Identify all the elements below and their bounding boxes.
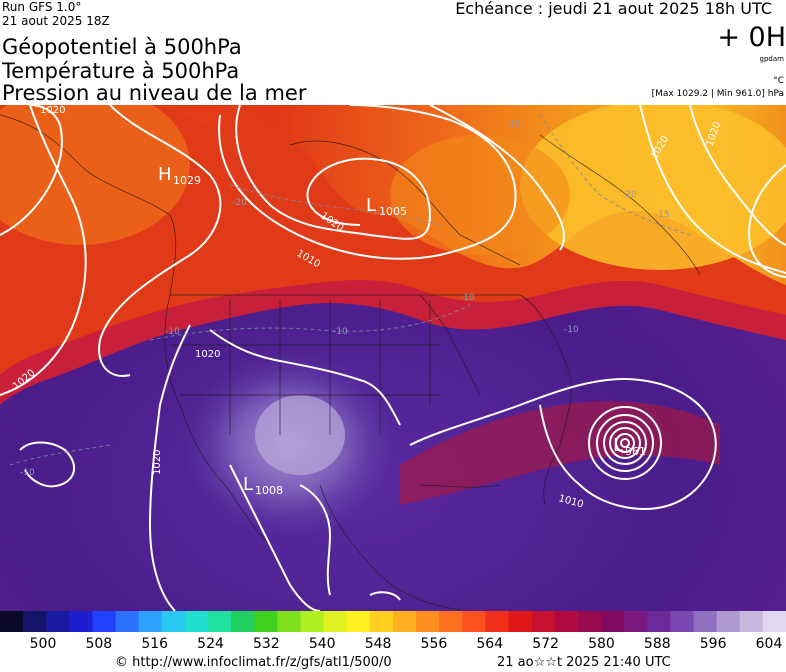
pressure-center-type: H [158, 164, 172, 185]
colorbar-swatch [439, 611, 463, 632]
colorbar-tick-label: 596 [699, 636, 727, 652]
temperature-label: -10 [20, 468, 35, 478]
colorbar-tick-label: 508 [85, 636, 113, 652]
colorbar-tick-label: 564 [476, 636, 504, 652]
colorbar-swatch [300, 611, 325, 632]
colorbar-swatch [161, 611, 186, 632]
colorbar-swatch [462, 611, 487, 632]
colorbar-swatch [577, 611, 602, 632]
colorbar-swatch [393, 611, 417, 632]
colorbar-swatch [277, 611, 302, 632]
colorbar-swatch [554, 611, 579, 632]
colorbar-tick-label: 548 [364, 636, 392, 652]
colorbar-swatch [508, 611, 533, 632]
map-title-geopotential: Géopotentiel à 500hPa [2, 35, 242, 59]
colorbar-swatch [762, 611, 786, 632]
low-center-961: L 961 [613, 435, 646, 458]
colorbar-tick-label: 532 [253, 636, 280, 652]
colorbar-swatch [92, 611, 117, 632]
colorbar-swatch [531, 611, 556, 632]
colorbar-swatch [624, 611, 648, 632]
ridge-yellow-east [520, 105, 786, 270]
colorbar-swatch [184, 611, 209, 632]
pressure-center-type: L [243, 474, 253, 495]
colorbar-swatch [670, 611, 695, 632]
colorbar-swatch [647, 611, 672, 632]
isotherms [9, 114, 691, 466]
temperature-labels: -10 -10 -10 -15 -20 -20 -10 -10 -15 [20, 120, 670, 478]
colorbar-swatch [0, 611, 24, 632]
colorbar-swatch [115, 611, 140, 632]
colorbar-tick-label: 540 [308, 636, 336, 652]
colorbar-swatch [323, 611, 348, 632]
run-date: 21 aout 2025 18Z [2, 14, 110, 28]
colorbar-swatch [346, 611, 371, 632]
colorbar-swatch [485, 611, 510, 632]
weather-map: H 1029 L 1005 L 1008 L 961 1020 1010 102… [0, 105, 786, 611]
isobar-label: 1020 [152, 450, 163, 475]
pressure-center-value: 961 [625, 445, 646, 458]
colorbar-tick-label: 524 [197, 636, 224, 652]
colorbar-swatch [231, 611, 255, 632]
colorbar-tick-label: 556 [420, 636, 448, 652]
colorbar-tick-label: 580 [588, 636, 615, 652]
colorbar-swatch [69, 611, 94, 632]
isobar-label: 1020 [40, 105, 65, 116]
low-center-1005: L 1005 [366, 195, 407, 218]
colorbar-swatch [601, 611, 625, 632]
temperature-label: -10 [564, 325, 579, 335]
pressure-centers: H 1029 L 1005 L 1008 L 961 [158, 164, 646, 497]
colorbar-swatch [46, 611, 70, 632]
pressure-center-value: 1029 [173, 174, 201, 187]
colorbar-tick-label: 500 [29, 636, 57, 652]
colorbar-tick-label: 572 [532, 636, 559, 652]
colorbar-swatch [369, 611, 394, 632]
temperature-label: -15 [655, 210, 670, 220]
colorbar-swatch [138, 611, 163, 632]
pressure-center-value: 1008 [255, 484, 283, 497]
temperature-label: -15 [506, 120, 521, 130]
map-title-pressure: Pression au niveau de la mer [2, 81, 307, 105]
forecast-valid-time: Echéance : jeudi 21 aout 2025 18h UTC [455, 0, 772, 18]
lead-time: + 0H [717, 22, 786, 53]
colorbar-swatch [693, 611, 718, 632]
colorbar-tick-label: 588 [643, 636, 671, 652]
temperature-label: -10 [165, 327, 180, 337]
isobar-label: 1020 [195, 349, 220, 360]
colorbar-swatch [208, 611, 232, 632]
low-center-1008: L 1008 [243, 474, 283, 497]
unit-geopotential: gpdam [759, 55, 784, 63]
temperature-label: -20 [232, 198, 247, 208]
ridge-orange-center [390, 135, 570, 255]
borders [0, 114, 701, 611]
temperature-label: -10 [460, 293, 475, 303]
source-link[interactable]: © http://www.infoclimat.fr/z/gfs/atl1/50… [115, 655, 392, 670]
colorbar-swatch [739, 611, 764, 632]
colorbar [0, 611, 786, 632]
colorbar-swatch [254, 611, 279, 632]
high-center-1029: H 1029 [158, 164, 201, 187]
ridge-orange-west [0, 105, 190, 245]
temperature-label: -10 [333, 327, 348, 337]
colorbar-swatch [23, 611, 47, 632]
pressure-max-min: [Max 1029.2 | Min 961.0] hPa [651, 89, 784, 99]
isobars [0, 105, 786, 611]
generation-time: 21 ao☆☆t 2025 21:40 UTC [497, 655, 671, 670]
colorbar-tick-label: 604 [755, 636, 783, 652]
pressure-center-type: L [613, 435, 623, 456]
trough-center [255, 395, 345, 475]
run-label: Run GFS 1.0° [2, 0, 82, 14]
pressure-center-value: 1005 [379, 205, 407, 218]
map-title-temperature: Température à 500hPa [2, 59, 240, 83]
colorbar-swatch [716, 611, 741, 632]
deep-low-rings [588, 406, 662, 480]
unit-temperature: °C [773, 76, 784, 86]
colorbar-swatch [416, 611, 440, 632]
colorbar-tick-label: 516 [141, 636, 169, 652]
pressure-center-type: L [366, 195, 376, 216]
temperature-label: -20 [622, 190, 637, 200]
